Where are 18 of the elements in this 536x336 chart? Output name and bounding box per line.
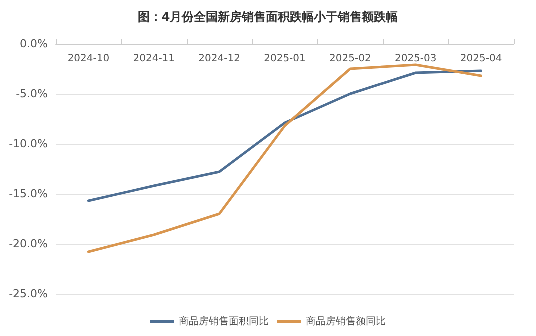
x-tick-label: 2025-04 — [460, 54, 502, 64]
x-tick-label: 2024-10 — [68, 54, 110, 64]
y-tick-label: -10.0% — [9, 138, 48, 150]
y-tick-label: -20.0% — [9, 238, 48, 250]
y-tick-label: -5.0% — [16, 88, 48, 100]
x-tick-label: 2025-03 — [394, 54, 437, 64]
x-tick-label: 2024-12 — [198, 54, 240, 64]
x-tick-label: 2025-01 — [264, 54, 306, 64]
y-tick-label: 0.0% — [20, 38, 48, 50]
y-tick-label: -15.0% — [9, 188, 48, 200]
y-tick-label: -25.0% — [9, 288, 48, 300]
line-series — [87, 70, 483, 202]
x-tick-label: 2025-02 — [330, 54, 372, 64]
legend-label: 商品房销售额同比 — [306, 316, 386, 328]
x-tick-label: 2024-11 — [133, 54, 176, 64]
line-series — [87, 64, 483, 254]
legend-label: 商品房销售面积同比 — [179, 316, 269, 328]
chart-title: 图：4月份全国新房销售面积跌幅小于销售额跌幅 — [138, 10, 398, 24]
